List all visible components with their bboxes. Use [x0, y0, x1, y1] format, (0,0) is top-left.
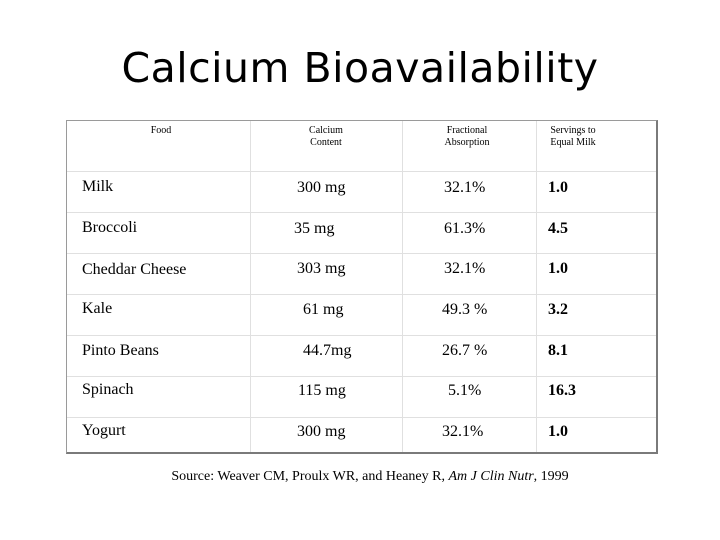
- cell-servings: 1.0: [548, 423, 568, 440]
- cell-food: Milk: [82, 178, 114, 195]
- cell-food: Spinach: [82, 381, 134, 398]
- source-prefix: Source: Weaver CM, Proulx WR, and Heaney…: [171, 469, 449, 484]
- header-calcium-content: Calcium Content: [276, 125, 376, 149]
- cell-absorption: 5.1%: [448, 382, 482, 399]
- source-journal: Am J Clin Nutr: [448, 469, 534, 484]
- cell-servings: 8.1: [548, 342, 568, 359]
- header-calcium-line-1: Calcium: [309, 125, 343, 136]
- cell-calcium: 300 mg: [297, 179, 346, 196]
- column-divider: [402, 121, 403, 452]
- cell-calcium: 303 mg: [297, 260, 346, 277]
- column-divider: [536, 121, 537, 452]
- header-fractional-absorption: Fractional Absorption: [417, 125, 517, 149]
- row-divider: [67, 376, 656, 377]
- cell-food: Yogurt: [82, 422, 126, 439]
- cell-food: Cheddar Cheese: [82, 261, 187, 278]
- source-suffix: , 1999: [533, 469, 569, 484]
- header-food: Food: [111, 125, 211, 137]
- cell-calcium: 115 mg: [298, 382, 346, 399]
- cell-absorption: 32.1%: [442, 423, 484, 440]
- header-absorption-line-2: Absorption: [444, 137, 490, 148]
- row-divider: [67, 417, 656, 418]
- header-absorption-line-1: Fractional: [446, 125, 488, 136]
- header-servings-line-1: Servings to: [550, 125, 596, 136]
- cell-servings: 16.3: [548, 382, 576, 399]
- row-divider: [67, 212, 656, 213]
- cell-calcium: 44.7mg: [303, 342, 352, 359]
- cell-servings: 1.0: [548, 179, 568, 196]
- header-servings-to-equal-milk: Servings to Equal Milk: [523, 125, 623, 149]
- header-calcium-line-2: Content: [310, 137, 342, 148]
- cell-servings: 4.5: [548, 220, 568, 237]
- cell-absorption: 61.3%: [444, 220, 486, 237]
- column-divider: [250, 121, 251, 452]
- header-food-line: Food: [150, 125, 172, 136]
- row-divider: [67, 171, 656, 172]
- row-divider: [67, 294, 656, 295]
- cell-servings: 1.0: [548, 260, 568, 277]
- cell-food: Pinto Beans: [82, 342, 159, 359]
- cell-calcium: 61 mg: [303, 301, 344, 318]
- row-divider: [67, 335, 656, 336]
- cell-food: Kale: [82, 300, 113, 317]
- page-title: Calcium Bioavailability: [121, 44, 599, 92]
- cell-food: Broccoli: [82, 219, 138, 236]
- source-citation: Source: Weaver CM, Proulx WR, and Heaney…: [0, 468, 720, 486]
- cell-servings: 3.2: [548, 301, 568, 318]
- cell-absorption: 49.3 %: [442, 301, 488, 318]
- calcium-table: Food Calcium Content Fractional Absorpti…: [66, 120, 658, 454]
- cell-calcium: 300 mg: [297, 423, 346, 440]
- cell-absorption: 32.1%: [444, 179, 486, 196]
- cell-absorption: 26.7 %: [442, 342, 488, 359]
- cell-calcium: 35 mg: [294, 220, 335, 237]
- header-servings-line-2: Equal Milk: [550, 137, 596, 148]
- cell-absorption: 32.1%: [444, 260, 486, 277]
- row-divider: [67, 253, 656, 254]
